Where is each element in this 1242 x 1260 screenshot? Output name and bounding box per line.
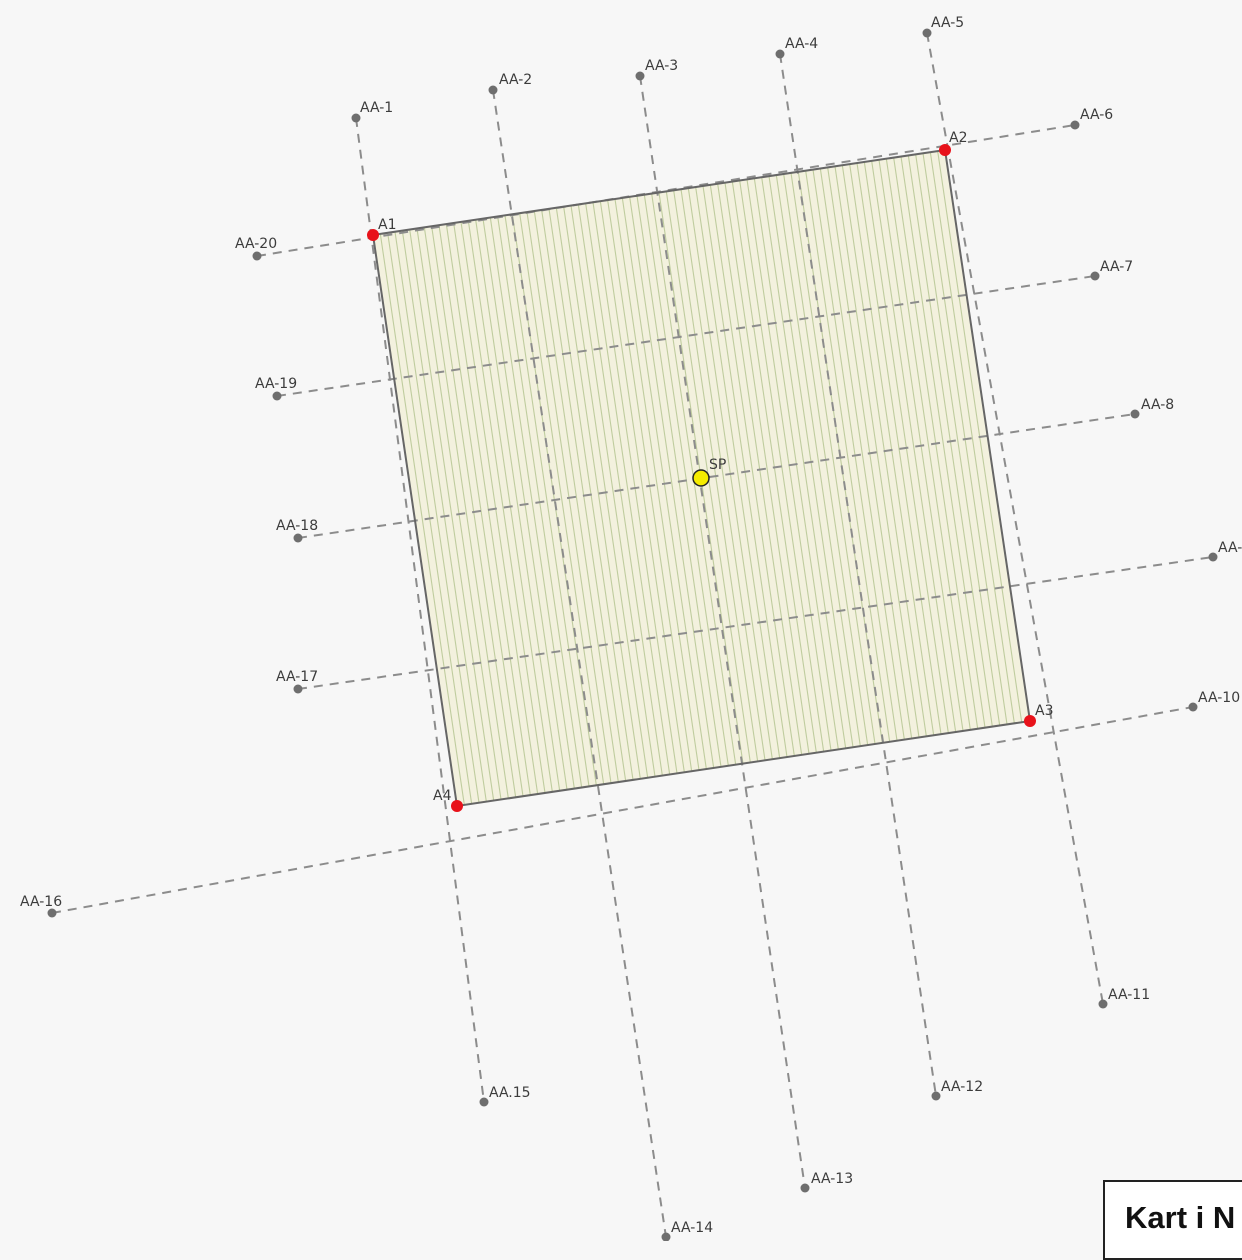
corner-point bbox=[451, 800, 463, 812]
profile-point-label: AA-10 bbox=[1198, 690, 1240, 706]
profile-point bbox=[293, 684, 303, 694]
hatch-line bbox=[595, 172, 690, 801]
hatch-line bbox=[910, 150, 1005, 754]
profile-point bbox=[1070, 120, 1080, 130]
profile-line bbox=[297, 413, 1136, 539]
hatch-line bbox=[566, 176, 660, 806]
corner-label: A4 bbox=[433, 788, 452, 804]
profile-point-label: AA-16 bbox=[20, 894, 62, 910]
profile-point-label: AA-4 bbox=[785, 36, 818, 52]
hatch-line bbox=[800, 150, 895, 771]
profile-line bbox=[276, 275, 1096, 397]
profile-point bbox=[479, 1097, 489, 1107]
hatch-line bbox=[456, 193, 550, 806]
profile-point-label: AA-7 bbox=[1100, 259, 1133, 275]
profile-point bbox=[488, 85, 498, 95]
corner-label: A3 bbox=[1035, 703, 1053, 719]
profile-point-label: AA-9 bbox=[1218, 540, 1242, 556]
profile-point bbox=[272, 391, 282, 401]
hatch-line bbox=[580, 174, 675, 804]
corner-label: A2 bbox=[949, 130, 967, 146]
profile-point-label: AA-19 bbox=[255, 376, 297, 392]
corner-point bbox=[367, 229, 379, 241]
profile-point-label: AA-5 bbox=[931, 15, 964, 31]
profile-point bbox=[800, 1183, 810, 1193]
hatch-line bbox=[514, 184, 609, 806]
profile-line bbox=[639, 75, 806, 1189]
profile-point bbox=[47, 908, 57, 918]
profile-point bbox=[351, 113, 361, 123]
profile-line bbox=[492, 89, 667, 1238]
hatch-line bbox=[390, 203, 484, 806]
hatch-line bbox=[434, 196, 528, 806]
profile-point-label: AA-6 bbox=[1080, 107, 1113, 123]
profile-point-label: AA.15 bbox=[489, 1085, 531, 1101]
profile-point bbox=[775, 49, 785, 59]
center-point bbox=[692, 469, 710, 487]
center-label: SP bbox=[709, 457, 726, 473]
hatch-line bbox=[720, 154, 814, 783]
hatch-line bbox=[896, 150, 990, 757]
hatch-line bbox=[419, 198, 514, 806]
profile-point bbox=[931, 1091, 941, 1101]
hatch-line bbox=[375, 205, 470, 806]
profile-point-label: AA-11 bbox=[1108, 987, 1150, 1003]
profile-point-label: AA-1 bbox=[360, 100, 393, 116]
profile-point-label: AA-20 bbox=[235, 236, 277, 252]
profile-line bbox=[256, 124, 1076, 257]
corner-point bbox=[939, 144, 951, 156]
profile-point-label: AA-8 bbox=[1141, 397, 1174, 413]
hatch-line bbox=[866, 150, 961, 761]
hatch-line bbox=[771, 150, 866, 775]
profile-point-label: AA-17 bbox=[276, 669, 318, 685]
profile-line bbox=[926, 32, 1104, 1005]
profile-point bbox=[252, 251, 262, 261]
hatch-line bbox=[500, 186, 594, 806]
map-legend-box: Kart i N bbox=[1103, 1180, 1242, 1260]
hatch-line bbox=[881, 150, 976, 759]
hatch-line bbox=[925, 150, 1020, 752]
hatch-line bbox=[485, 188, 580, 806]
profile-point-label: AA-14 bbox=[671, 1220, 713, 1236]
profile-point-label: AA-3 bbox=[645, 58, 678, 74]
profile-point bbox=[922, 28, 932, 38]
hatch-line bbox=[690, 158, 785, 787]
hatch-line bbox=[624, 168, 719, 797]
hatch-line bbox=[786, 150, 880, 773]
corner-point bbox=[1024, 715, 1036, 727]
profile-line bbox=[51, 706, 1194, 914]
profile-point bbox=[1208, 552, 1218, 562]
profile-point bbox=[661, 1232, 671, 1241]
profile-point bbox=[1188, 702, 1198, 712]
profile-point-label: AA-18 bbox=[276, 518, 318, 534]
points-layer: AA-1 AA-2 AA-3 AA-4 AA-5 AA-6 AA-7 AA-8 AA-9 AA-1… bbox=[20, 15, 1242, 1241]
hatch-line bbox=[470, 191, 565, 806]
hatch-line bbox=[705, 156, 800, 785]
profile-line bbox=[355, 117, 485, 1103]
hatch-line bbox=[815, 150, 910, 769]
hatch-line bbox=[610, 170, 704, 799]
profile-point-label: AA-13 bbox=[811, 1171, 853, 1187]
profile-point bbox=[1098, 999, 1108, 1009]
profile-point bbox=[1130, 409, 1140, 419]
hatch-line bbox=[529, 182, 624, 806]
profile-point bbox=[635, 71, 645, 81]
map-title: Kart i N bbox=[1125, 1200, 1236, 1235]
hatch-line bbox=[830, 150, 924, 766]
profile-point-label: AA-2 bbox=[499, 72, 532, 88]
corner-label: A1 bbox=[378, 217, 396, 233]
profile-point bbox=[1090, 271, 1100, 281]
hatch-line bbox=[756, 150, 851, 777]
hatch-line bbox=[676, 160, 770, 789]
hatch-line bbox=[852, 150, 946, 763]
profile-point bbox=[293, 533, 303, 543]
profile-line bbox=[297, 556, 1214, 690]
profile-lines bbox=[51, 32, 1214, 1238]
profile-point-label: AA-12 bbox=[941, 1079, 983, 1095]
hatch-line bbox=[551, 179, 646, 806]
hatch-line bbox=[404, 200, 499, 806]
